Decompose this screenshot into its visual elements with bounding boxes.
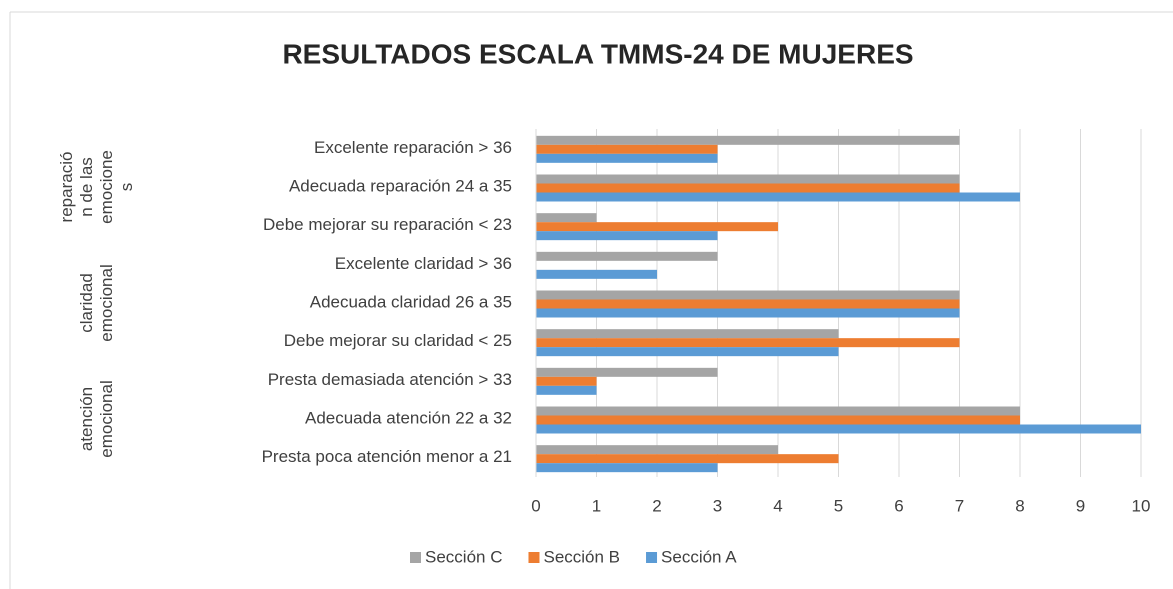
group-label: claridademocional xyxy=(77,264,116,342)
bar xyxy=(536,385,597,395)
legend-swatch xyxy=(528,552,540,563)
bar xyxy=(536,183,960,193)
y-tick-label: Debe mejorar su claridad < 25 xyxy=(284,331,512,350)
group-label-line: emocional xyxy=(97,264,116,342)
bar xyxy=(536,415,1020,425)
bar xyxy=(536,144,718,154)
bar xyxy=(536,376,597,386)
x-tick-label: 0 xyxy=(531,496,540,515)
bar xyxy=(536,174,960,184)
bar xyxy=(536,424,1141,434)
legend-label: Sección C xyxy=(425,547,502,566)
bar xyxy=(536,269,657,279)
bar xyxy=(536,338,960,348)
y-tick-label: Presta demasiada atención > 33 xyxy=(268,370,512,389)
bar xyxy=(536,290,960,300)
bar xyxy=(536,213,597,223)
bar xyxy=(536,463,718,473)
group-label: atenciónemocional xyxy=(77,380,116,458)
group-label-line: n de las xyxy=(77,157,96,217)
bar xyxy=(536,222,778,232)
x-tick-label: 1 xyxy=(592,496,601,515)
x-tick-label: 6 xyxy=(894,496,903,515)
x-tick-label: 10 xyxy=(1132,496,1151,515)
bar xyxy=(536,367,718,377)
y-tick-label: Presta poca atención menor a 21 xyxy=(262,447,512,466)
y-tick-label: Debe mejorar su reparación < 23 xyxy=(263,215,512,234)
y-tick-label: Excelente reparación > 36 xyxy=(314,138,512,157)
x-tick-label: 9 xyxy=(1076,496,1085,515)
legend-label: Sección B xyxy=(543,547,620,566)
bar xyxy=(536,299,960,309)
bar xyxy=(536,347,839,357)
group-label-line: claridad xyxy=(77,273,96,333)
bar xyxy=(536,329,839,339)
y-tick-label: Adecuada reparación 24 a 35 xyxy=(289,176,512,195)
x-tick-label: 3 xyxy=(713,496,722,515)
group-label-line: s xyxy=(117,183,136,192)
y-tick-label: Excelente claridad > 36 xyxy=(335,254,512,273)
group-label: reparación de lasemociones xyxy=(57,150,136,224)
y-tick-label: Adecuada atención 22 a 32 xyxy=(305,408,512,427)
group-label-line: emocione xyxy=(97,150,116,224)
bar xyxy=(536,445,778,455)
bar xyxy=(536,454,839,464)
bar xyxy=(536,406,1020,416)
bar xyxy=(536,251,718,261)
x-tick-label: 5 xyxy=(834,496,843,515)
legend-label: Sección A xyxy=(661,547,737,566)
group-label-line: emocional xyxy=(97,380,116,458)
y-tick-label: Adecuada claridad 26 a 35 xyxy=(310,292,512,311)
chart-title: RESULTADOS ESCALA TMMS-24 DE MUJERES xyxy=(282,38,913,69)
bar xyxy=(536,308,960,318)
x-tick-label: 2 xyxy=(652,496,661,515)
x-tick-label: 7 xyxy=(955,496,964,515)
x-tick-label: 4 xyxy=(773,496,782,515)
bar xyxy=(536,231,718,241)
legend-swatch xyxy=(646,552,658,563)
group-label-line: reparació xyxy=(57,152,76,223)
x-tick-label: 8 xyxy=(1015,496,1024,515)
bar xyxy=(536,153,718,163)
bar xyxy=(536,135,960,145)
legend-swatch xyxy=(410,552,421,563)
group-label-line: atención xyxy=(77,387,96,451)
bar xyxy=(536,192,1020,202)
